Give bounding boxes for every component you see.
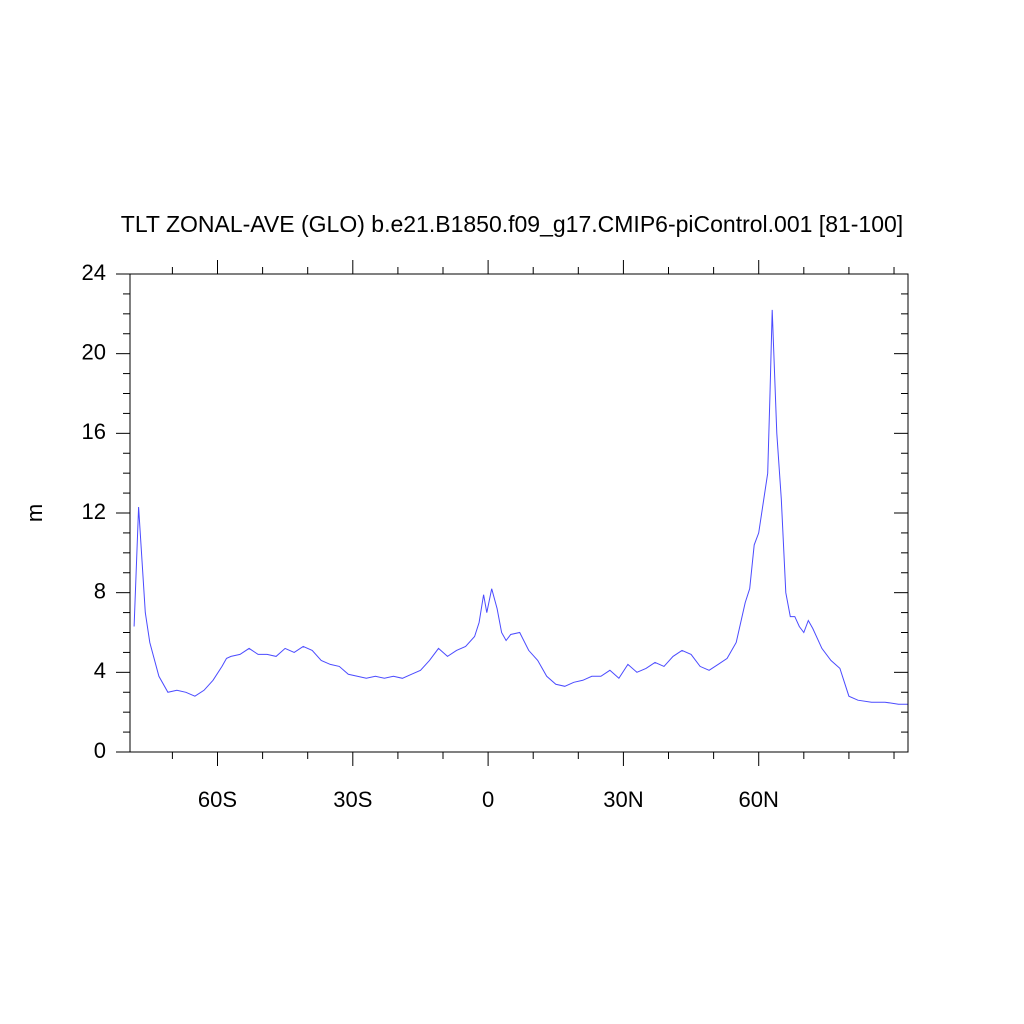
x-tick-label: 30S — [333, 787, 372, 812]
x-tick-label: 60N — [739, 787, 779, 812]
data-line — [133, 309, 908, 705]
y-tick-label: 0 — [94, 738, 106, 763]
y-tick-label: 20 — [82, 339, 106, 364]
x-tick-label: 30N — [603, 787, 643, 812]
chart-title: TLT ZONAL-AVE (GLO) b.e21.B1850.f09_g17.… — [121, 211, 903, 237]
y-axis-label: m — [22, 504, 47, 522]
y-tick-label: 8 — [94, 578, 106, 603]
x-tick-label: 0 — [482, 787, 494, 812]
y-tick-label: 4 — [94, 658, 106, 683]
y-tick-label: 24 — [82, 260, 106, 285]
y-tick-label: 12 — [82, 499, 106, 524]
y-tick-label: 16 — [82, 419, 106, 444]
plot-frame — [129, 273, 909, 753]
x-tick-label: 60S — [198, 787, 237, 812]
